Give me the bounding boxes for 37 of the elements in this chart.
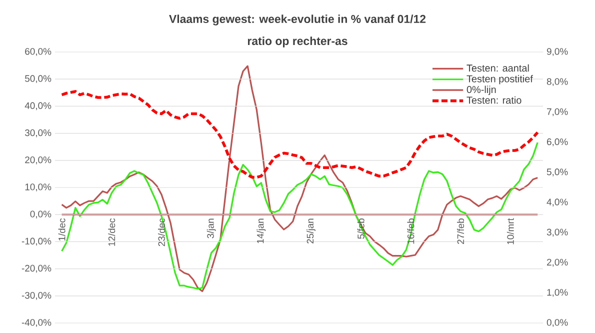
y-tick-label: 40,0% [24,102,52,110]
y2-tick-label: 7,0% [547,108,568,116]
x-tick-label: 12/dec [108,218,116,246]
x-tick-label: 23/dec [158,218,165,246]
y-tick-label: 0,0% [30,210,52,219]
y2-tick-label: 6,0% [547,138,568,146]
y-tick-label: 10,0% [25,184,52,192]
x-tick-label: 25/jan [306,218,316,244]
y-tick-label: 50,0% [25,75,52,84]
y-tick-label: 30,0% [25,129,52,138]
legend-label: 0%-lijn [466,86,496,96]
y2-tick-label: 2,0% [546,258,568,267]
y2-tick-label: 0,0% [546,319,568,327]
y-tick-label: -20,0% [22,264,52,273]
y2-tick-label: 5,0% [546,168,568,176]
y2-tick-label: 8,0% [546,78,568,86]
x-tick-label: 3/jan [206,218,216,238]
y-tick-label: -10,0% [22,238,52,246]
y-tick-label: -40,0% [22,319,52,327]
y2-tick-label: 4,0% [546,198,568,206]
chart-subtitle: ratio op rechter-as [248,36,348,48]
x-tick-label: 14/jan [256,218,266,244]
x-tick-label: 27/feb [457,218,464,244]
legend-label: Testen: aantal [466,64,529,72]
chart-title: Vlaams gewest: week-evolutie in % vanaf 01/12 [169,14,426,26]
x-tick-label: 1/dec [58,218,66,241]
y2-tick-label: 1,0% [547,288,568,297]
x-tick-label: 5/feb [357,218,364,239]
y-tick-label: 20,0% [25,156,52,164]
x-tick-label: 10/mrt [506,218,514,244]
y-tick-label: 60,0% [25,48,52,56]
legend-label: Testen postitief [466,75,533,84]
y2-tick-label: 9,0% [546,48,568,56]
x-tick-label: 16/feb [407,218,414,244]
y2-tick-label: 3,0% [546,228,568,237]
legend-label: Testen: ratio [466,96,522,104]
y-tick-label: -30,0% [22,292,52,300]
